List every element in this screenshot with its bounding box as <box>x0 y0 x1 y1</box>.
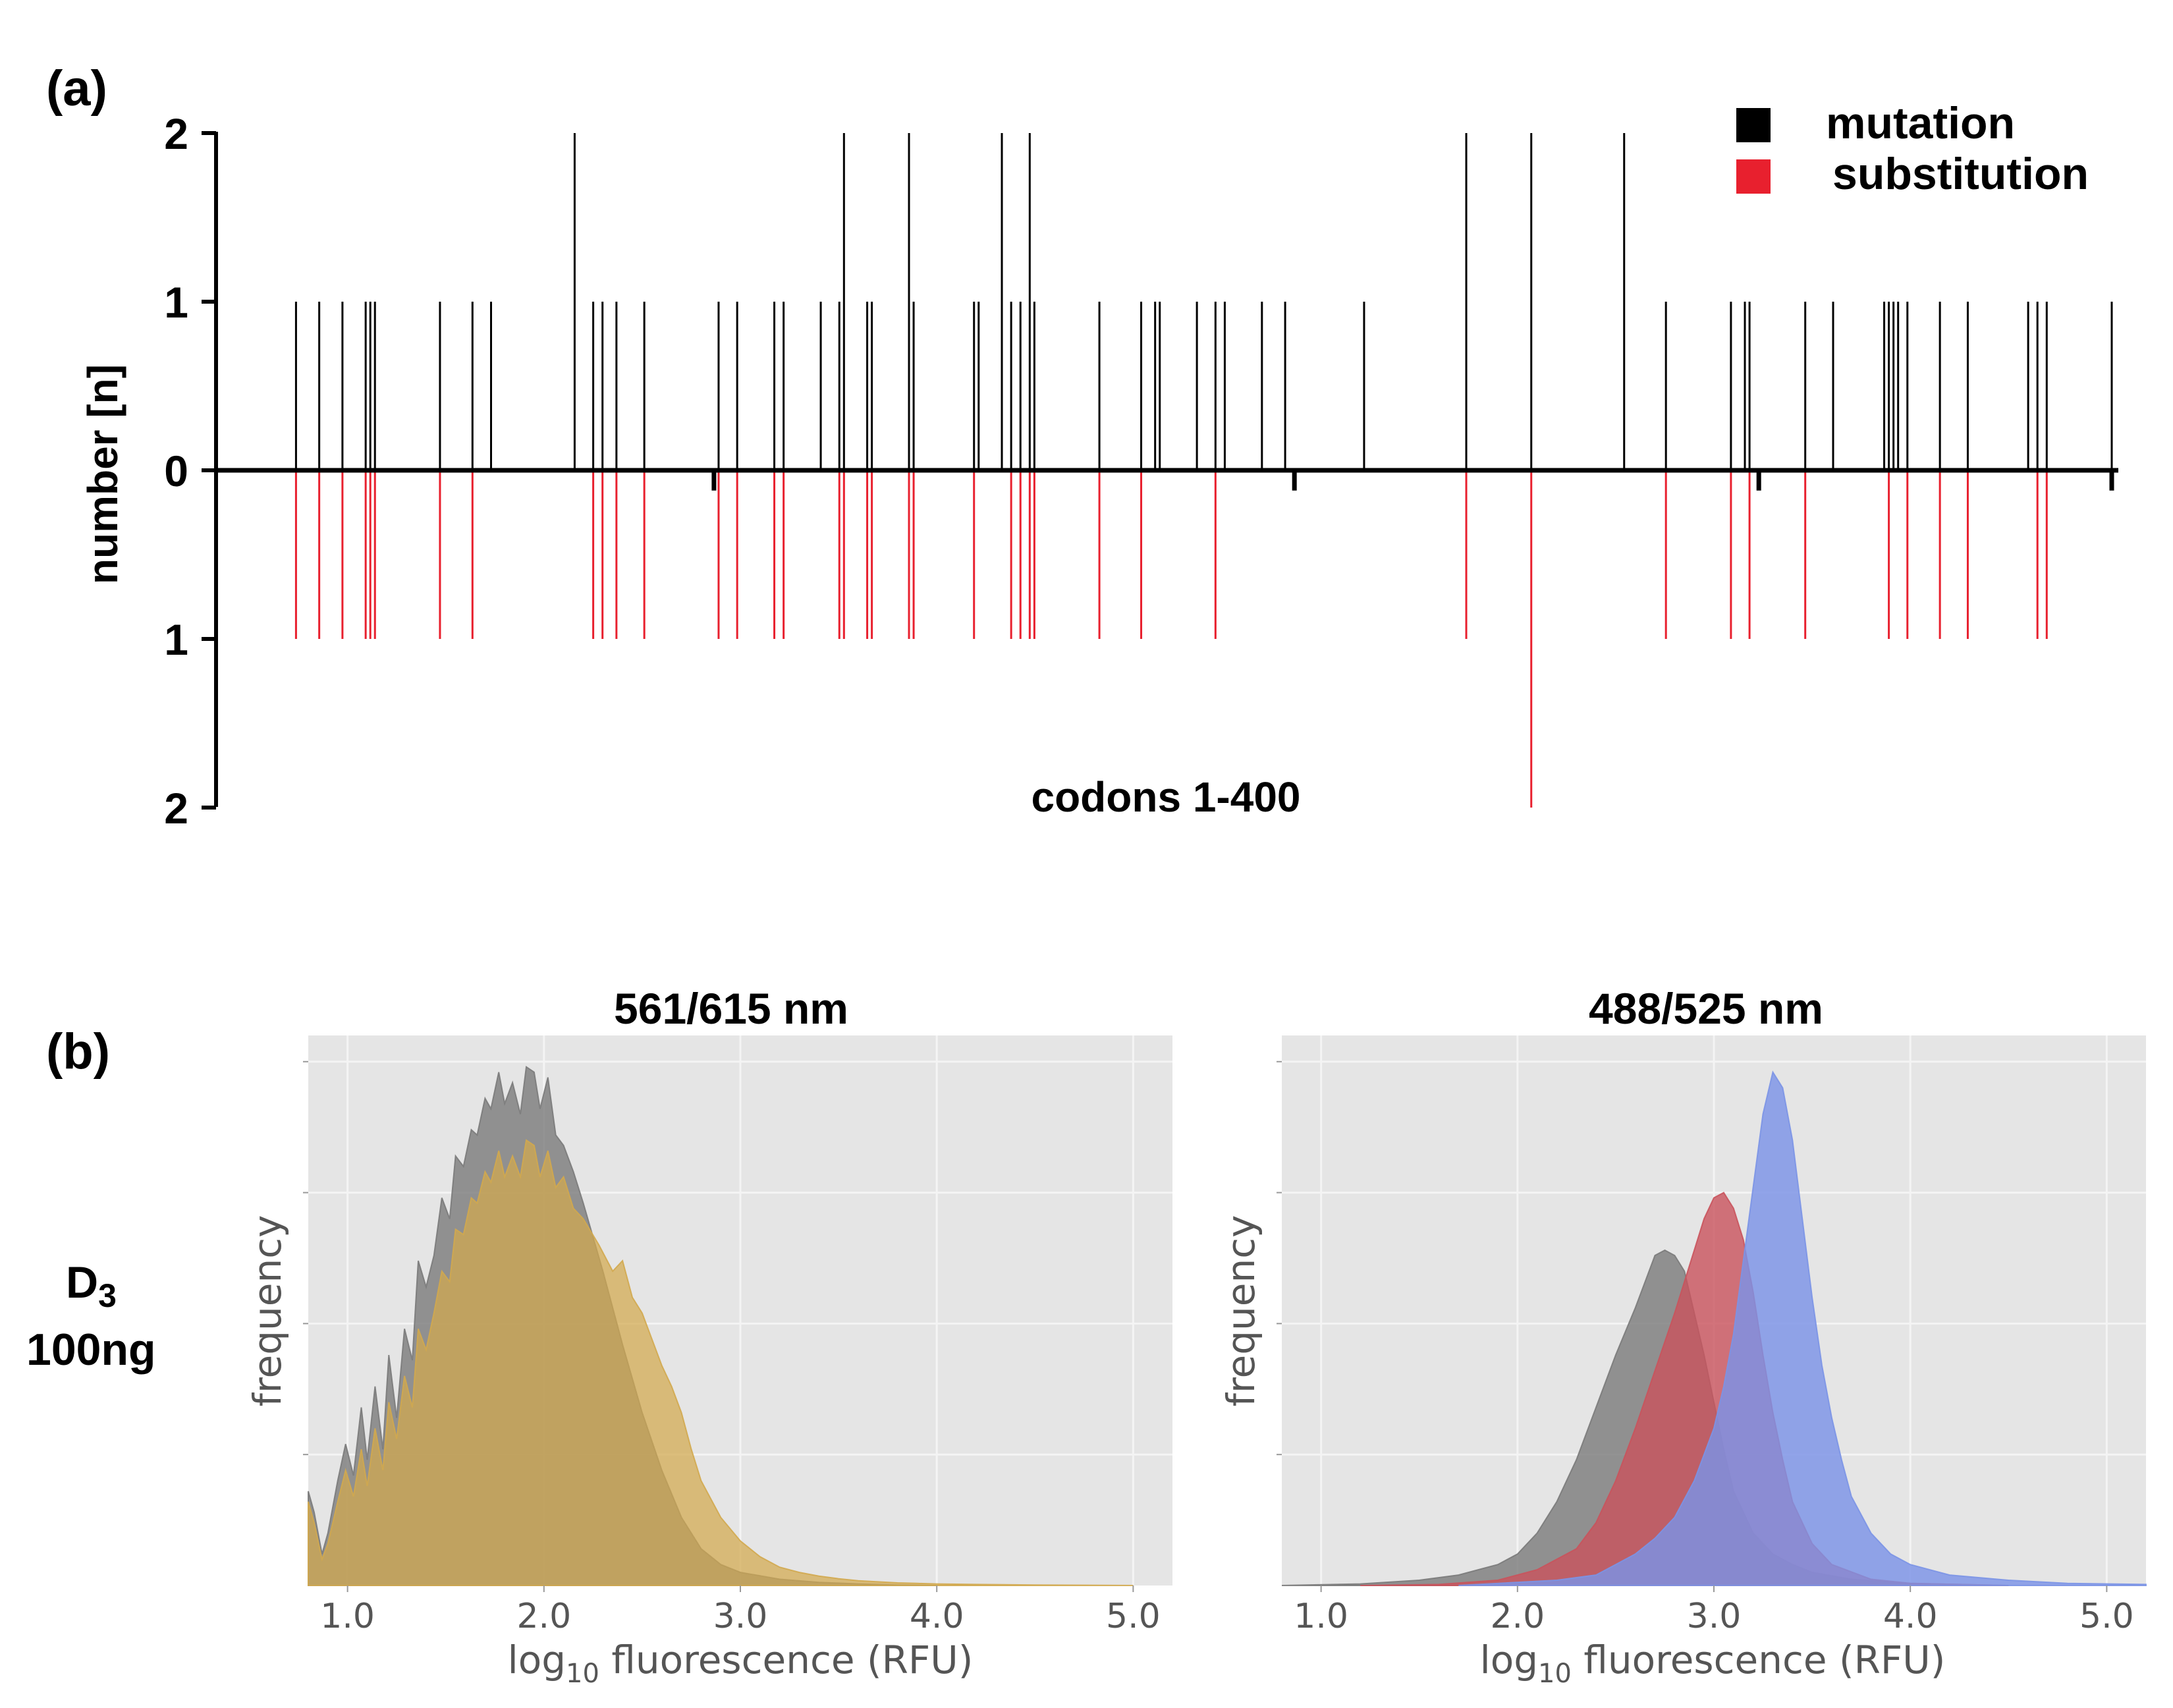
x-axis-label: log10 fluorescence (RFU) <box>1480 1638 1946 1689</box>
panel-b-label: (b) <box>46 1024 110 1080</box>
panel-a-label: (a) <box>46 61 107 117</box>
y-tick-label-0: 2 <box>164 109 188 158</box>
y-tick-label-1: 1 <box>164 278 188 327</box>
row-label-amount: 100ng <box>26 1325 156 1375</box>
x-axis-label: codons 1-400 <box>1031 773 1300 821</box>
histogram-561-title: 561/615 nm <box>614 984 848 1033</box>
x-tick-label-3: 4.0 <box>910 1597 964 1636</box>
x-tick-label-4: 5.0 <box>1106 1597 1161 1636</box>
histogram-areas <box>308 1065 1134 1586</box>
area-blue <box>1458 1070 2147 1586</box>
histogram-488-525: 488/525 nm 1.0 2.0 3.0 4.0 5.0 log10 fluores… <box>1219 984 2147 1689</box>
x-axis-label: log10 fluorescence (RFU) <box>508 1638 974 1689</box>
x-tick-label-3: 4.0 <box>1883 1597 1938 1636</box>
y-tick-label-2: 0 <box>164 447 188 495</box>
legend-mutation-swatch <box>1736 108 1771 142</box>
y-axis-label: number [n] <box>79 364 126 584</box>
y-axis-label: frequency <box>1219 1215 1263 1407</box>
histogram-561-615: 561/615 nm 1.0 2.0 3.0 4.0 5.0 log10 fluores… <box>245 984 1172 1689</box>
x-tick-label-4: 5.0 <box>2079 1597 2134 1636</box>
legend-substitution-label: substitution <box>1832 149 2089 199</box>
y-tick-label-4: 2 <box>164 784 188 833</box>
legend: mutation substitution <box>1736 98 2089 199</box>
x-tick-labels: 1.0 2.0 3.0 4.0 5.0 <box>1294 1585 2134 1636</box>
y-axis-label: frequency <box>245 1215 290 1407</box>
mutation-bars <box>294 133 2114 808</box>
x-tick-label-0: 1.0 <box>1294 1597 1348 1636</box>
mutation-spectrum-plot: 2 1 0 1 2 number [n] codons 1-400 <box>79 109 2118 833</box>
legend-substitution-swatch <box>1736 159 1771 194</box>
y-ticks: 2 1 0 1 2 <box>164 109 216 833</box>
y-tick-label-3: 1 <box>164 615 188 664</box>
row-label-d: D3 <box>66 1257 117 1314</box>
histogram-488-title: 488/525 nm <box>1589 984 1823 1033</box>
x-tick-label-1: 2.0 <box>516 1597 571 1636</box>
legend-mutation-label: mutation <box>1826 98 2015 148</box>
x-tick-label-2: 3.0 <box>713 1597 768 1636</box>
histogram-areas <box>1281 1070 2147 1586</box>
x-tick-labels: 1.0 2.0 3.0 4.0 5.0 <box>320 1585 1161 1636</box>
x-tick-label-1: 2.0 <box>1490 1597 1545 1636</box>
x-tick-label-2: 3.0 <box>1687 1597 1742 1636</box>
area-gold <box>308 1139 1134 1586</box>
row-label: D3 100ng <box>26 1257 156 1375</box>
x-tick-label-0: 1.0 <box>320 1597 375 1636</box>
